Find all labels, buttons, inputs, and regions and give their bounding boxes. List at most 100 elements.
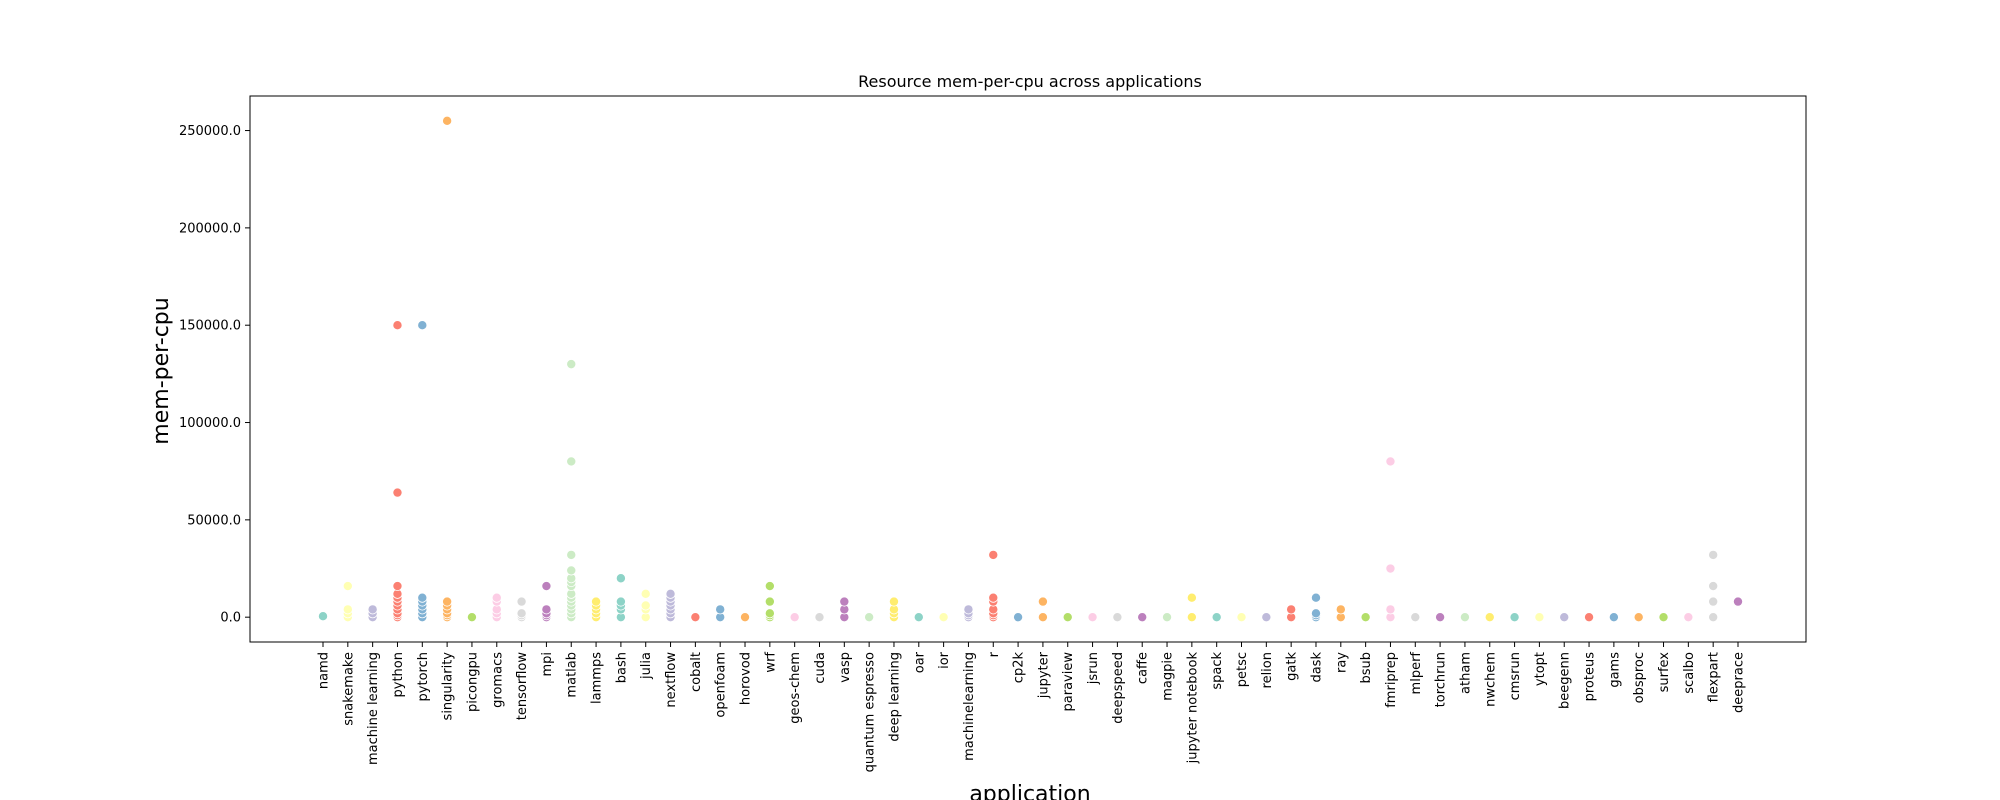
- data-point: [690, 612, 701, 623]
- data-point: [1137, 612, 1148, 623]
- x-tick-label: deeprace: [1732, 652, 1747, 713]
- x-tick-label: deep learning: [887, 652, 902, 742]
- data-point: [1435, 612, 1446, 623]
- data-point: [566, 549, 577, 560]
- data-point: [764, 581, 775, 592]
- data-point: [1385, 563, 1396, 574]
- data-point: [566, 456, 577, 467]
- data-point: [1733, 596, 1744, 607]
- data-point: [1459, 612, 1470, 623]
- data-point: [839, 596, 850, 607]
- x-tick-label: mlperf: [1409, 652, 1424, 695]
- data-point: [566, 359, 577, 370]
- x-tick-label: ior: [937, 651, 952, 669]
- data-point: [615, 596, 626, 607]
- x-tick-label: deepspeed: [1111, 652, 1126, 724]
- x-tick-label: tensorflow: [515, 652, 530, 721]
- data-point: [888, 596, 899, 607]
- y-tick-label: 200000.0: [179, 221, 241, 236]
- data-point: [1037, 612, 1048, 623]
- y-tick-label: 100000.0: [179, 416, 241, 431]
- data-point: [764, 608, 775, 619]
- x-tick-label: wrf: [763, 652, 778, 673]
- data-point: [516, 596, 527, 607]
- data-point: [1534, 612, 1545, 623]
- data-point: [1509, 612, 1520, 623]
- x-tick-label: surfex: [1657, 652, 1672, 693]
- x-tick-label: machinelearning: [962, 652, 977, 761]
- x-tick-label: caffe: [1136, 652, 1151, 684]
- data-point: [1310, 592, 1321, 603]
- data-point: [988, 549, 999, 560]
- data-point: [988, 592, 999, 603]
- data-point: [1013, 612, 1024, 623]
- data-point: [1186, 612, 1197, 623]
- data-point: [1708, 612, 1719, 623]
- x-tick-label: obsproc: [1632, 652, 1647, 703]
- data-point: [1608, 612, 1619, 623]
- x-tick-label: scalbo: [1682, 652, 1697, 694]
- x-tick-label: gatk: [1285, 652, 1300, 681]
- data-point: [789, 612, 800, 623]
- x-tick-label: cobalt: [689, 652, 704, 692]
- data-point: [1087, 612, 1098, 623]
- x-tick-label: fmriprep: [1384, 652, 1399, 708]
- x-tick-label: vasp: [838, 652, 853, 683]
- data-point: [640, 600, 651, 611]
- data-point: [541, 581, 552, 592]
- chart-title: Resource mem-per-cpu across applications: [858, 72, 1202, 91]
- data-point: [1360, 612, 1371, 623]
- x-tick-label: jupyter notebook: [1185, 652, 1200, 765]
- data-point: [417, 320, 428, 331]
- data-point: [1236, 612, 1247, 623]
- data-point: [1385, 604, 1396, 615]
- x-tick-label: snakemake: [341, 652, 356, 726]
- y-tick-label: 250000.0: [179, 124, 241, 139]
- data-point: [1286, 604, 1297, 615]
- x-tick-label: openfoam: [714, 652, 729, 718]
- data-point: [640, 588, 651, 599]
- data-point: [615, 573, 626, 584]
- data-point: [442, 115, 453, 126]
- x-tick-label: spack: [1210, 652, 1225, 690]
- data-point: [1062, 612, 1073, 623]
- plot-area-frame: [249, 95, 1807, 643]
- data-point: [317, 611, 328, 622]
- data-point: [764, 596, 775, 607]
- data-point: [1484, 612, 1495, 623]
- x-axis: namd snakemake machine learning python pytor…: [317, 642, 1747, 772]
- data-point: [392, 320, 403, 331]
- x-tick-label: bsub: [1359, 652, 1374, 684]
- data-point: [1310, 608, 1321, 619]
- data-point: [367, 604, 378, 615]
- x-tick-label: gromacs: [490, 652, 505, 708]
- data-point: [1658, 612, 1669, 623]
- y-tick-label: 150000.0: [179, 319, 241, 334]
- x-tick-label: torchrun: [1434, 652, 1449, 707]
- data-point: [1211, 612, 1222, 623]
- x-tick-label: lammps: [590, 652, 605, 704]
- y-axis-title: mem-per-cpu: [149, 297, 174, 444]
- data-point: [1112, 612, 1123, 623]
- data-point: [1708, 596, 1719, 607]
- data-point: [1584, 612, 1595, 623]
- data-point: [1261, 612, 1272, 623]
- x-axis-title: application: [969, 782, 1090, 800]
- y-axis: 0.0 50000.0 100000.0 150000.0 200000.0 250000…: [179, 124, 250, 626]
- x-tick-label: python: [391, 652, 406, 697]
- data-point: [665, 588, 676, 599]
- data-point: [913, 612, 924, 623]
- y-tick-label: 0.0: [220, 611, 241, 626]
- x-tick-label: ytopt: [1533, 652, 1548, 686]
- data-points: [317, 115, 1744, 623]
- x-tick-label: gams: [1607, 652, 1622, 688]
- data-point: [541, 604, 552, 615]
- data-point: [466, 612, 477, 623]
- data-point: [864, 612, 875, 623]
- data-point: [591, 596, 602, 607]
- x-tick-label: jupyter: [1036, 651, 1051, 699]
- data-point: [442, 596, 453, 607]
- x-tick-label: oar: [912, 651, 927, 673]
- data-point: [392, 581, 403, 592]
- data-point: [566, 565, 577, 576]
